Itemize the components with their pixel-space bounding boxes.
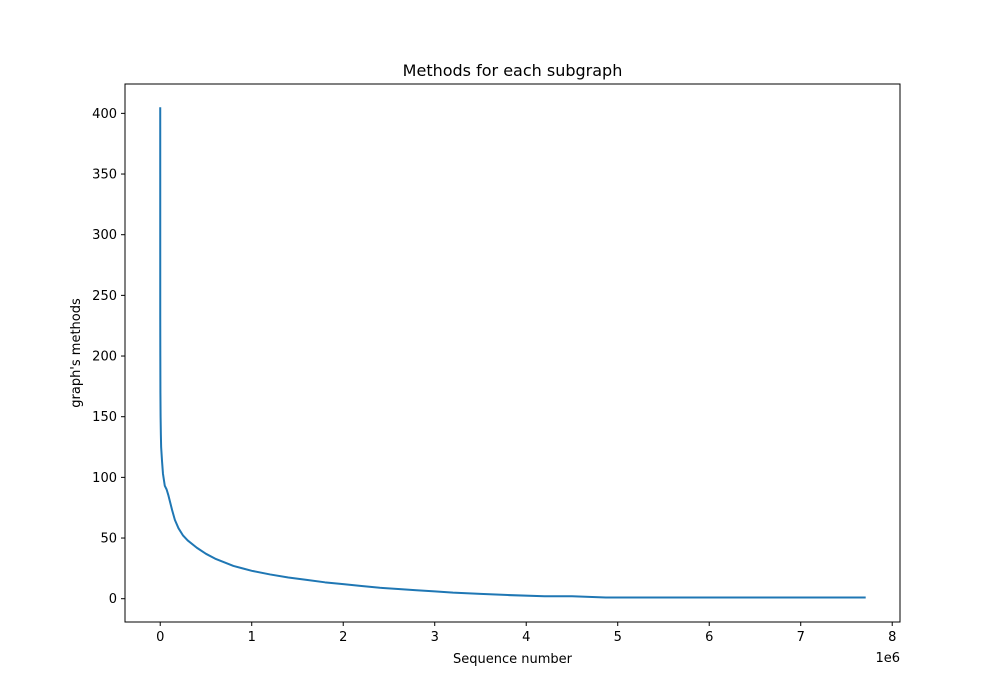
y-axis-label: graph's methods: [69, 298, 84, 408]
x-tick-label: 8: [888, 630, 896, 645]
y-tick-label: 150: [92, 410, 117, 425]
x-tick-label: 4: [522, 630, 530, 645]
x-tick-label: 3: [431, 630, 439, 645]
x-tick-label: 2: [339, 630, 347, 645]
x-tick-label: 7: [797, 630, 805, 645]
plot-area: [124, 83, 901, 623]
x-axis-offset-label: 1e6: [875, 651, 900, 666]
series-line: [159, 107, 866, 599]
x-tick-label: 0: [156, 630, 164, 645]
x-axis-label: Sequence number: [453, 652, 573, 667]
plot-frame: [124, 83, 901, 623]
x-tick-label: 1: [248, 630, 256, 645]
y-tick-label: 250: [92, 289, 117, 304]
x-tick-label: 6: [705, 630, 713, 645]
y-tick-label: 0: [109, 592, 117, 607]
y-tick-label: 300: [92, 228, 117, 243]
y-tick-label: 350: [92, 168, 117, 183]
y-axis-ticks: 0 50 100 150 200 250 300 350 400: [92, 107, 125, 607]
y-tick-label: 50: [100, 532, 117, 547]
x-tick-label: 5: [614, 630, 622, 645]
chart-title: Methods for each subgraph: [403, 61, 623, 80]
x-axis-ticks: 0 1 2 3 4 5 6 7 8: [156, 622, 896, 645]
y-tick-label: 100: [92, 471, 117, 486]
y-tick-label: 200: [92, 350, 117, 365]
y-tick-label: 400: [92, 107, 117, 122]
